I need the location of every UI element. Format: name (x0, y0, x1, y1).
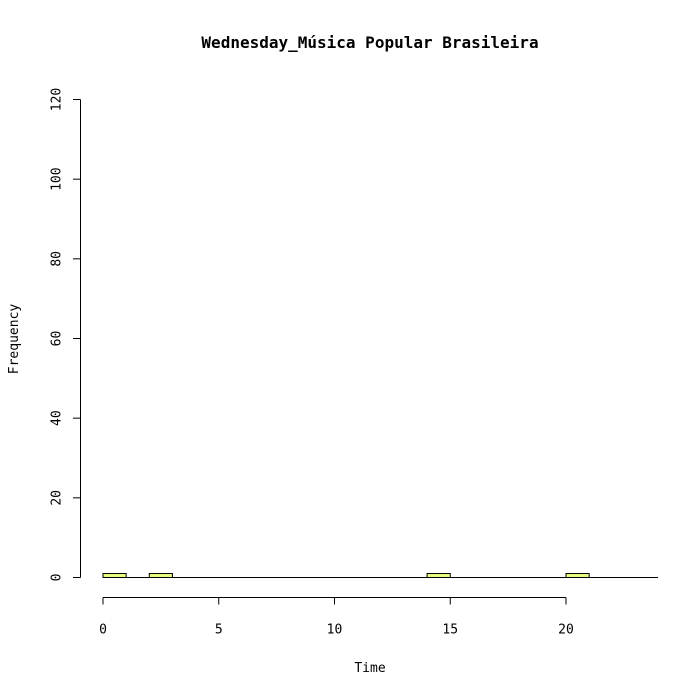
y-tick-label: 40 (50, 410, 65, 426)
chart-title: Wednesday_Música Popular Brasileira (201, 33, 538, 52)
x-tick-label: 20 (558, 623, 574, 638)
y-tick-label: 0 (50, 574, 65, 582)
histogram-bar (426, 573, 451, 578)
y-tick-label: 100 (50, 167, 65, 190)
x-axis-label: Time (354, 661, 385, 676)
histogram-bar (102, 573, 127, 578)
x-axis: 0 5 10 15 20 (99, 597, 574, 638)
y-axis-label: Frequency (7, 304, 22, 375)
x-tick-label: 15 (442, 623, 458, 638)
y-tick-label: 120 (50, 88, 65, 111)
x-tick-label: 10 (327, 623, 343, 638)
y-tick-label: 20 (50, 490, 65, 506)
x-tick-label: 0 (99, 623, 107, 638)
x-tick-label: 5 (215, 623, 223, 638)
bars (102, 573, 590, 578)
y-axis: 0 20 40 60 80 100 120 (50, 88, 81, 582)
y-tick-label: 80 (50, 251, 65, 267)
y-tick-label: 60 (50, 331, 65, 347)
histogram-bar (148, 573, 173, 578)
histogram-bar (565, 573, 590, 578)
